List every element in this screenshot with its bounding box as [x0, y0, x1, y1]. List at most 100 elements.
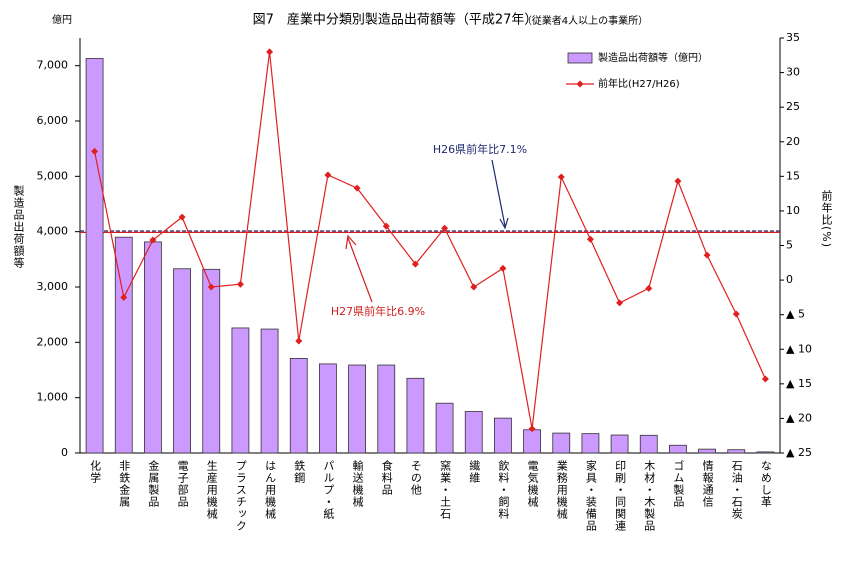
marker [645, 284, 653, 292]
bar [581, 433, 600, 454]
x-tick-label: 石油・石炭 [730, 460, 743, 520]
x-tick-label: 印刷・同関連 [614, 460, 627, 532]
y2-axis-label: 前年比(%) [820, 189, 833, 248]
bar [464, 411, 483, 454]
y2-tick-label: 30 [786, 66, 800, 79]
bar [348, 364, 366, 454]
marker [499, 264, 507, 272]
annotation-arrow [491, 159, 509, 230]
marker [557, 173, 565, 181]
x-tick-label: 食料品 [380, 459, 393, 496]
bar [523, 429, 541, 454]
marker [295, 337, 303, 345]
chart-title: 図7 産業中分類別製造品出荷額等（平成27年） [253, 12, 538, 28]
bar [552, 432, 571, 454]
bar [114, 236, 133, 454]
bar [377, 364, 396, 454]
marker [674, 177, 682, 185]
y2-tick-label: ▲ 5 [786, 308, 805, 321]
bar [202, 268, 221, 454]
y2-tick-label: ▲ 20 [786, 411, 812, 424]
x-tick-label: その他 [409, 460, 422, 496]
bar [756, 451, 775, 454]
y2-tick-label: 5 [786, 239, 793, 252]
x-tick-label: ゴム製品 [672, 459, 685, 508]
marker [382, 222, 390, 230]
marker [528, 425, 536, 433]
bar [319, 363, 337, 454]
x-tick-label: 木材・木製品 [643, 460, 656, 532]
x-tick-label: はん用機械 [264, 460, 277, 520]
bar [260, 328, 279, 454]
marker [91, 147, 99, 155]
marker [178, 213, 186, 221]
line [93, 51, 766, 429]
x-tick-label: 情報通信 [701, 460, 714, 508]
y-axis-label: 製造品出荷額等 [12, 184, 25, 269]
x-tick-label: パルプ・紙 [322, 460, 335, 520]
bar [85, 58, 104, 454]
marker [703, 251, 711, 259]
reference-label: H26県前年比7.1% [433, 142, 527, 156]
x-tick-label: 業務用機械 [555, 460, 568, 520]
marker [266, 48, 274, 56]
marker [149, 236, 157, 244]
reference-label: H27県前年比6.9% [331, 304, 425, 318]
x-tick-label: なめし革 [759, 460, 772, 508]
marker [470, 283, 478, 291]
x-tick-label: 金属製品 [147, 459, 160, 508]
x-tick-label: 鉄鋼 [293, 459, 306, 484]
marker [732, 310, 740, 318]
y-unit: 億円 [52, 13, 72, 26]
bar [669, 444, 687, 454]
x-tick-label: 生産用機械 [205, 459, 218, 520]
marker [586, 235, 594, 243]
bar [610, 434, 629, 454]
marker [324, 171, 332, 179]
y2-tick-label: ▲ 10 [786, 342, 812, 355]
x-tick-label: 輸送機械 [351, 459, 364, 508]
y2-tick-label: ▲ 25 [786, 446, 812, 459]
x-tick-label: 飲料・飼料 [497, 459, 510, 520]
bar [144, 241, 162, 454]
legend-label: 製造品出荷額等（億円） [598, 51, 708, 64]
y-tick-label: 7,000 [37, 59, 69, 72]
x-tick-label: 繊維 [468, 460, 481, 484]
marker [236, 280, 244, 288]
marker [120, 293, 128, 301]
chart-subtitle: （従業者4人以上の事業所） [522, 14, 648, 27]
y-tick-label: 6,000 [37, 114, 69, 127]
y-tick-label: 1,000 [37, 391, 69, 404]
x-tick-label: 化学 [89, 459, 102, 484]
y2-tick-label: 10 [786, 204, 800, 217]
y2-tick-label: 35 [786, 31, 800, 44]
bar [727, 449, 746, 454]
y-tick-label: 3,000 [37, 280, 69, 293]
bar [173, 268, 191, 454]
y-tick-label: 4,000 [37, 225, 69, 238]
bar [435, 402, 454, 454]
marker [207, 283, 215, 291]
y-tick-label: 0 [61, 446, 68, 459]
y-tick-label: 5,000 [37, 169, 69, 182]
legend-label: 前年比(H27/H26) [598, 77, 680, 90]
marker [353, 184, 361, 192]
y-tick-label: 2,000 [37, 335, 69, 348]
y2-tick-label: 0 [786, 273, 793, 286]
y2-tick-label: 25 [786, 100, 800, 113]
x-tick-label: 家具・装備品 [584, 459, 597, 532]
x-tick-label: 非鉄金属 [118, 460, 131, 508]
marker [761, 375, 769, 383]
y2-tick-label: 15 [786, 169, 800, 182]
annotation-arrow [345, 234, 373, 303]
legend-swatch [567, 52, 593, 64]
bar [698, 448, 716, 454]
y2-tick-label: 20 [786, 135, 800, 148]
bar [639, 434, 658, 454]
marker [616, 299, 624, 307]
marker [441, 224, 449, 232]
bar [406, 377, 425, 454]
x-tick-label: プラスチック [234, 460, 247, 532]
